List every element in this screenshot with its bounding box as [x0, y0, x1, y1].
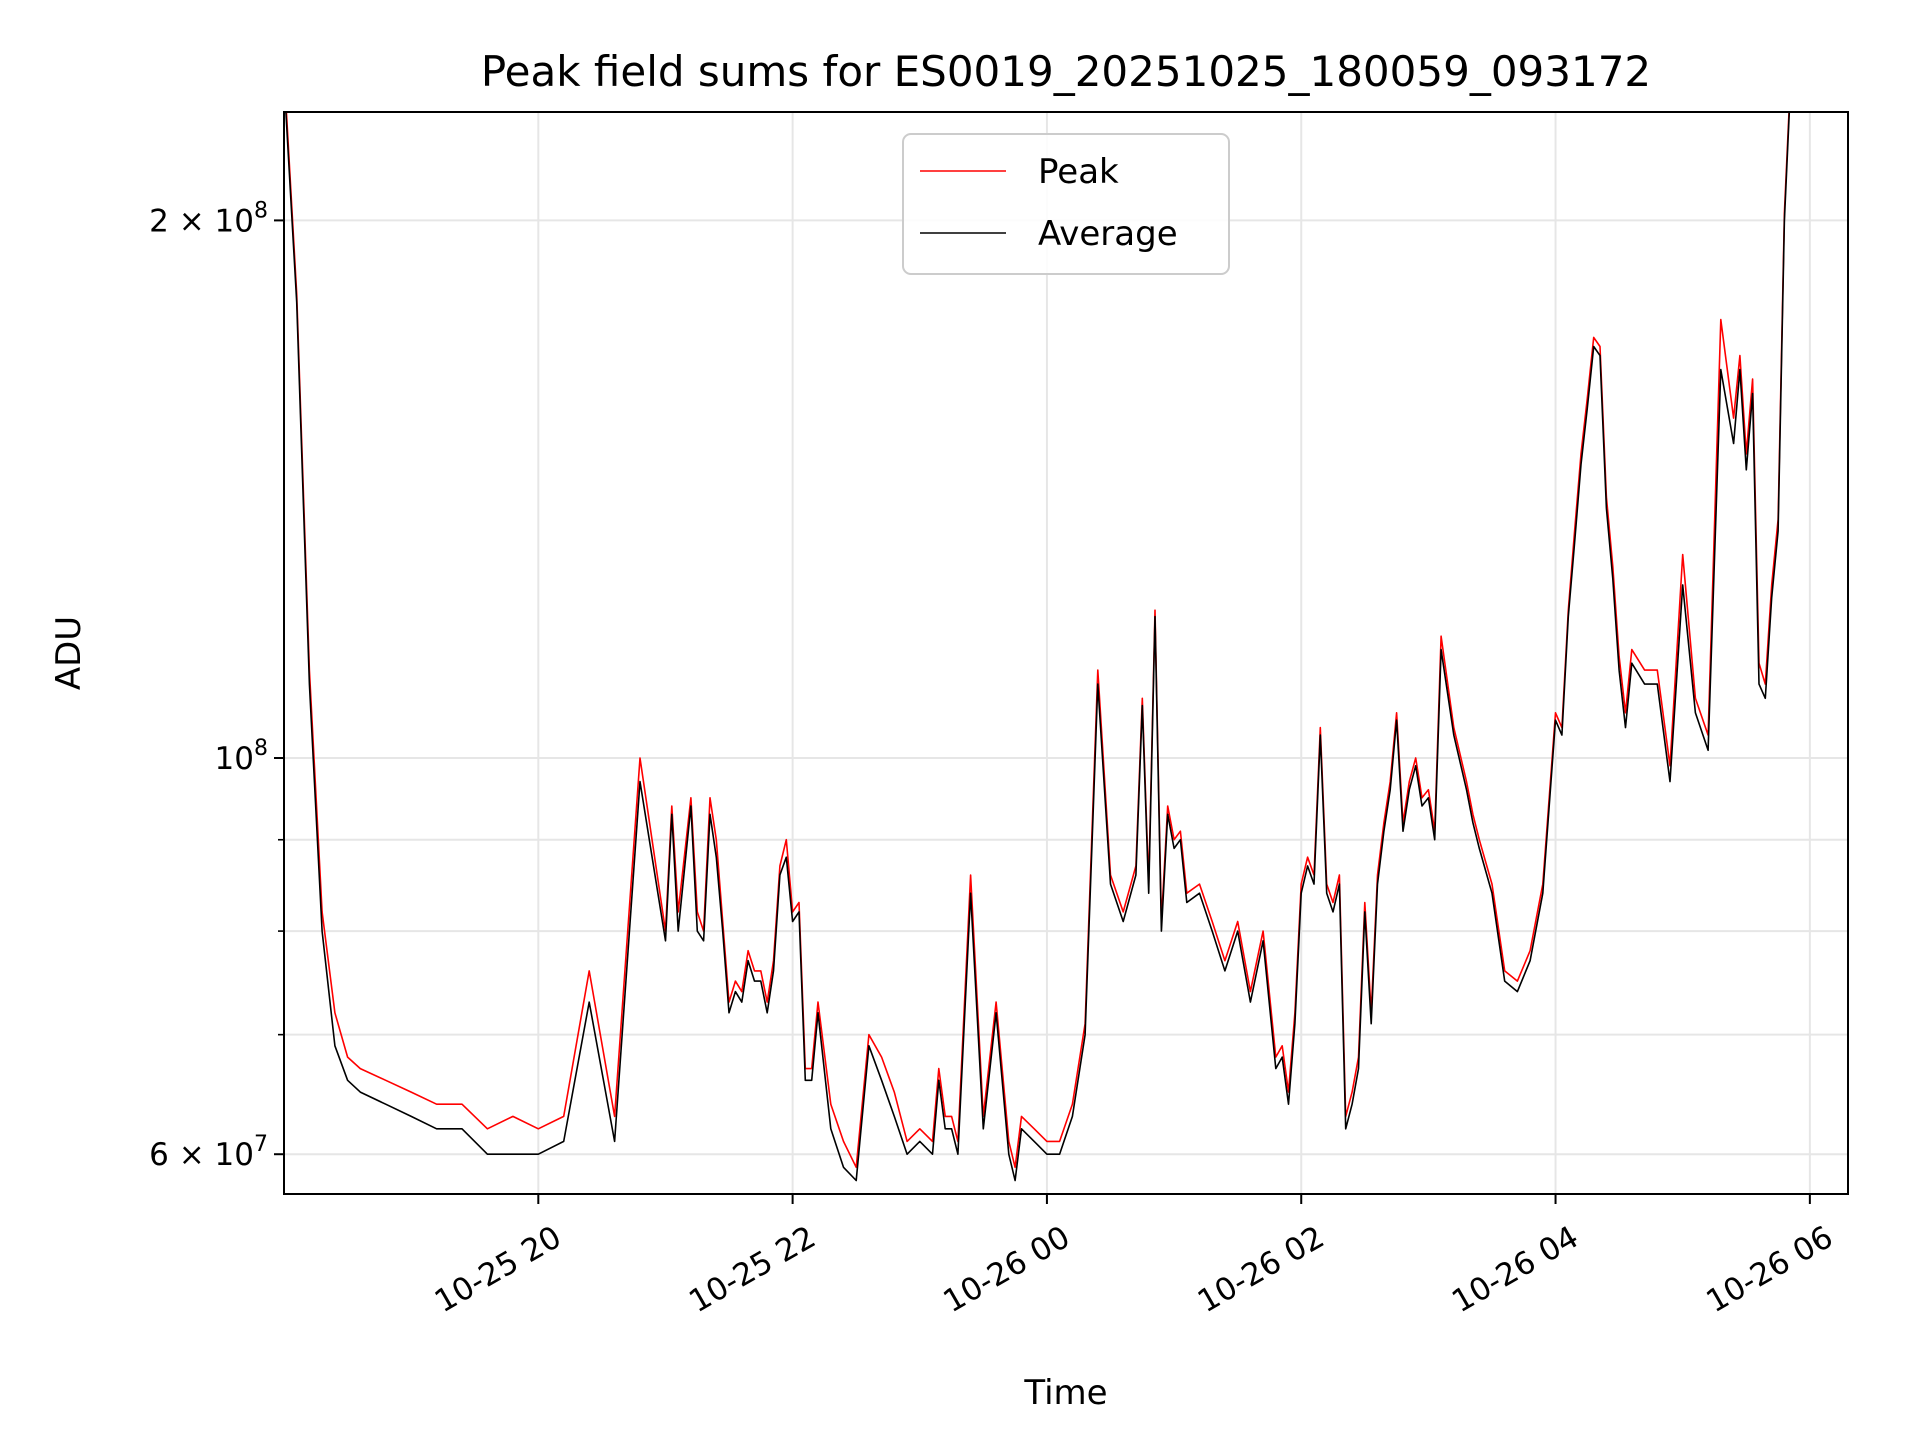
legend-box [902, 133, 1230, 275]
series-line-peak [285, 112, 1790, 1169]
grid [284, 112, 1848, 1194]
y-tick-label: 108 [215, 736, 268, 777]
y-tick-label: 2 × 108 [149, 198, 268, 239]
y-axis-label: ADU [49, 616, 89, 690]
chart-title: Peak field sums for ES0019_20251025_1800… [481, 47, 1651, 96]
series-line-average [285, 112, 1791, 1182]
legend-label-peak: Peak [1038, 152, 1119, 192]
legend: Peak Average [902, 133, 1230, 275]
plot-frame [283, 111, 1849, 1195]
y-axis: 6 × 107 108 2 × 108 [149, 198, 284, 1173]
plot-area [285, 112, 1791, 1182]
legend-label-average: Average [1038, 214, 1178, 254]
x-axis-label: Time [1023, 1373, 1107, 1413]
y-tick-label: 6 × 107 [149, 1132, 268, 1173]
